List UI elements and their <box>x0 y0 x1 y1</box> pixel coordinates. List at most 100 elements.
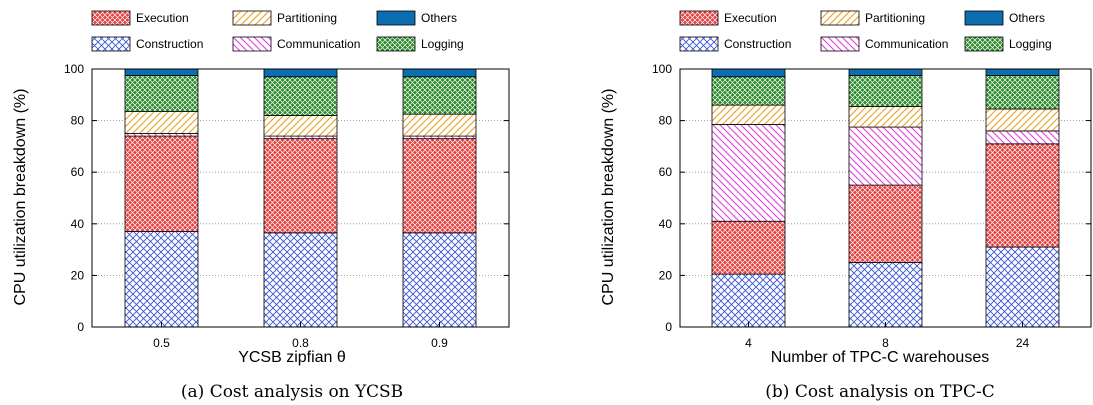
bar-segment-logging <box>402 76 477 115</box>
bar-segment-others <box>124 68 199 76</box>
legend-label: Communication <box>865 37 948 51</box>
legend-swatch <box>679 36 719 52</box>
legend-swatch <box>964 10 1004 26</box>
x-axis-label: YCSB zipfian θ <box>238 349 346 366</box>
x-tick-label: 4 <box>745 336 752 350</box>
bar-segment-others <box>848 68 923 76</box>
legend-swatch <box>964 36 1004 52</box>
y-axis-label: CPU utilization breakdown (%) <box>600 89 617 306</box>
legend-swatch <box>376 10 416 26</box>
x-tick-label: 0.8 <box>292 336 309 350</box>
y-tick-label: 60 <box>71 165 85 179</box>
legend-entry-logging: Logging <box>376 36 464 52</box>
bar-segment-execution <box>263 138 338 234</box>
stacked-bar-0-5 <box>124 68 199 328</box>
bars <box>124 68 477 328</box>
bar-segment-partitioning <box>402 113 477 137</box>
bar-segment-execution <box>985 143 1060 248</box>
caption: (b) Cost analysis on TPC-C <box>765 382 994 402</box>
legend-swatch <box>679 10 719 26</box>
y-tick-label: 20 <box>71 268 85 282</box>
legend-entry-logging: Logging <box>964 36 1052 52</box>
legend-swatch <box>820 10 860 26</box>
legend-swatch <box>820 36 860 52</box>
bar-segment-communication <box>711 124 786 222</box>
y-tick-label: 80 <box>71 114 85 128</box>
y-tick-label: 60 <box>659 165 673 179</box>
legend-label: Partitioning <box>277 11 337 25</box>
legend-label: Execution <box>136 11 189 25</box>
legend-entry-construction: Construction <box>679 36 791 52</box>
bar-segment-logging <box>985 75 1060 110</box>
legend-swatch <box>91 36 131 52</box>
plot-frame <box>91 68 510 328</box>
x-tick-label: 0.9 <box>431 336 448 350</box>
bar-segment-logging <box>711 76 786 106</box>
legend-label: Execution <box>724 11 777 25</box>
axes: 0 20 40 60 80 100 4 8 24 <box>652 62 1092 350</box>
stacked-bar-0-8 <box>263 68 338 328</box>
legend-label: Communication <box>277 37 360 51</box>
bar-segment-construction <box>848 262 923 328</box>
bar-segment-logging <box>848 75 923 107</box>
legend-label: Logging <box>421 37 464 51</box>
legend-entry-others: Others <box>964 10 1045 26</box>
bar-segment-execution <box>124 135 199 232</box>
axes: 0 20 40 60 80 100 0.5 0.8 0.9 <box>64 62 510 350</box>
bar-segment-partitioning <box>263 115 338 137</box>
y-tick-label: 0 <box>77 320 84 334</box>
bar-segment-construction <box>711 273 786 328</box>
y-tick-label: 40 <box>659 217 673 231</box>
legend-label: Construction <box>136 37 203 51</box>
bar-segment-construction <box>124 231 199 328</box>
legend-entry-partitioning: Partitioning <box>232 10 337 26</box>
bar-segment-construction <box>402 232 477 328</box>
bar-segment-construction <box>263 232 338 328</box>
x-tick-label: 8 <box>882 336 889 350</box>
bar-segment-execution <box>711 220 786 275</box>
bar-segment-others <box>263 68 338 78</box>
chart-panel-ycsb: Execution Partitioning Others Construction C… <box>12 10 510 402</box>
bar-segment-logging <box>124 75 199 112</box>
legend-entry-partitioning: Partitioning <box>820 10 925 26</box>
bar-segment-partitioning <box>848 106 923 128</box>
bar-segment-communication <box>985 130 1060 145</box>
y-tick-label: 80 <box>659 114 673 128</box>
caption: (a) Cost analysis on YCSB <box>181 382 403 402</box>
bar-segment-partitioning <box>124 111 199 134</box>
legend-label: Construction <box>724 37 791 51</box>
bar-segment-partitioning <box>711 104 786 125</box>
legend-label: Others <box>421 11 457 25</box>
stacked-bar-24 <box>985 68 1060 328</box>
legend-swatch <box>91 10 131 26</box>
legend: Execution Partitioning Others Construction C… <box>679 10 1052 52</box>
legend-entry-execution: Execution <box>91 10 189 26</box>
legend-swatch <box>232 10 272 26</box>
stacked-bar-0-9 <box>402 68 477 328</box>
x-axis-label: Number of TPC-C warehouses <box>771 349 989 366</box>
stacked-bar-4 <box>711 68 786 328</box>
legend-entry-construction: Construction <box>91 36 203 52</box>
legend-entry-others: Others <box>376 10 457 26</box>
y-tick-label: 100 <box>64 62 84 76</box>
x-tick-label: 24 <box>1016 336 1030 350</box>
bar-segment-others <box>985 68 1060 76</box>
legend-entry-execution: Execution <box>679 10 777 26</box>
y-tick-label: 0 <box>665 320 672 334</box>
bar-segment-others <box>402 68 477 78</box>
y-tick-label: 40 <box>71 217 85 231</box>
legend-swatch <box>376 36 416 52</box>
bar-segment-execution <box>848 184 923 263</box>
legend-label: Partitioning <box>865 11 925 25</box>
y-axis-label: CPU utilization breakdown (%) <box>12 89 29 306</box>
bar-segment-partitioning <box>985 108 1060 132</box>
legend-entry-communication: Communication <box>232 36 360 52</box>
bar-segment-logging <box>263 76 338 116</box>
legend-swatch <box>232 36 272 52</box>
stacked-bar-8 <box>848 68 923 328</box>
bar-segment-execution <box>402 138 477 234</box>
bar-segment-communication <box>848 126 923 186</box>
legend-entry-communication: Communication <box>820 36 948 52</box>
bars <box>711 68 1060 328</box>
